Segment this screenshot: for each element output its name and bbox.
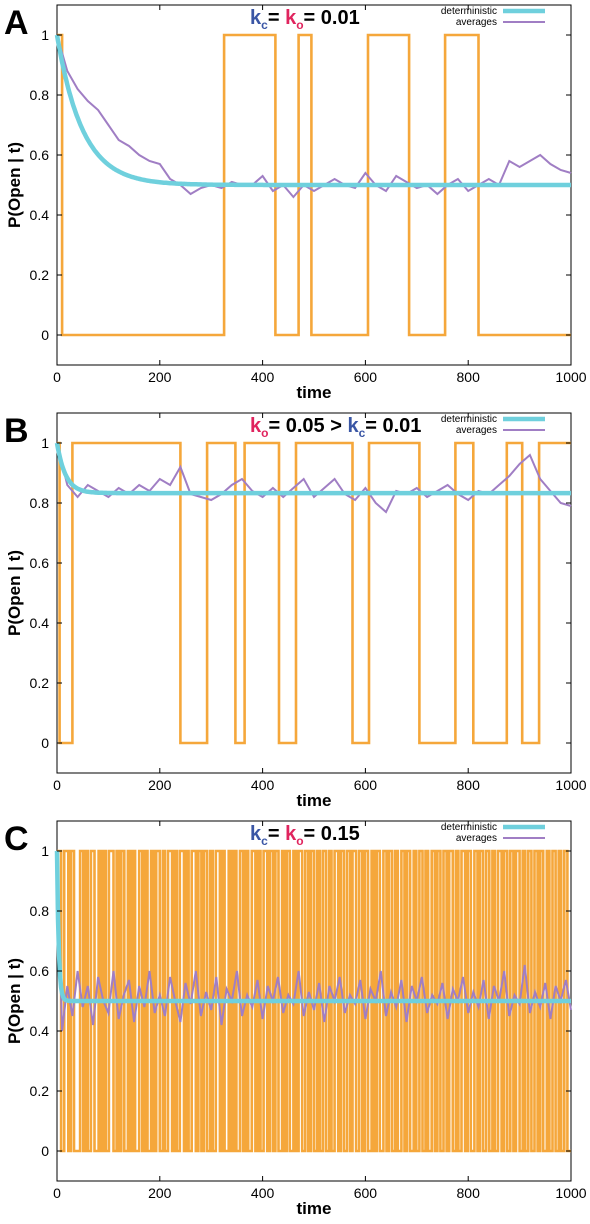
y-tick-label: 0.6: [30, 147, 50, 163]
x-axis-title: time: [297, 791, 332, 810]
panel-letter: B: [4, 412, 29, 450]
y-axis-title: P(Open | t): [5, 550, 24, 636]
title-part: c: [359, 426, 366, 440]
title-part: k: [250, 823, 262, 845]
x-tick-label: 800: [457, 777, 481, 793]
deterministic-line: [54, 34, 571, 188]
y-tick-label: 0.6: [30, 963, 50, 979]
x-tick-label: 600: [354, 369, 378, 385]
legend-label-deterministic: deterministic: [441, 414, 497, 425]
legend-label-averages: averages: [456, 425, 497, 436]
title-part: = 0.01: [304, 7, 360, 29]
y-tick-label: 1: [41, 435, 49, 451]
x-tick-label: 400: [251, 1185, 275, 1201]
legend-label-averages: averages: [456, 17, 497, 28]
y-tick-label: 0.8: [30, 495, 50, 511]
title-part: =: [268, 823, 285, 845]
x-tick-label: 800: [457, 369, 481, 385]
title-part: k: [250, 7, 262, 29]
legend-label-deterministic: deterministic: [441, 822, 497, 833]
chart-title: ko= 0.05 > kc= 0.01: [250, 415, 421, 440]
title-part: = 0.15: [304, 823, 360, 845]
x-axis-title: time: [297, 1199, 332, 1218]
chart-svg: A 0 200 400 600 800 1000 0 0.2 0.4 0.6 0.8 1 time P(Op…: [4, 4, 587, 402]
x-tick-label: 200: [148, 777, 172, 793]
title-part: k: [347, 415, 359, 437]
y-tick-label: 1: [41, 843, 49, 859]
title-part: = 0.05 >: [268, 415, 347, 437]
title-part: =: [268, 7, 285, 29]
title-part: o: [296, 834, 303, 848]
x-tick-label: 200: [148, 1185, 172, 1201]
legend-label-deterministic: deterministic: [441, 6, 497, 17]
x-tick-label: 1000: [555, 1185, 586, 1201]
x-tick-label: 1000: [555, 777, 586, 793]
y-tick-label: 0.2: [30, 675, 50, 691]
y-tick-label: 0.8: [30, 903, 50, 919]
x-tick-label: 0: [53, 777, 61, 793]
x-tick-label: 1000: [555, 369, 586, 385]
title-part: o: [296, 18, 303, 32]
averages-line: [56, 442, 572, 514]
chart-title: kc= ko= 0.01: [250, 7, 360, 32]
y-tick-label: 0: [41, 327, 49, 343]
title-part: k: [250, 415, 262, 437]
x-axis-title: time: [297, 383, 332, 402]
y-tick-label: 0.2: [30, 267, 50, 283]
y-tick-label: 0.6: [30, 555, 50, 571]
x-tick-label: 600: [354, 777, 378, 793]
x-tick-label: 800: [457, 1185, 481, 1201]
y-tick-label: 0.4: [30, 207, 50, 223]
y-tick-label: 0.4: [30, 615, 50, 631]
chart-panel-b: B 0 200 400 600 800 1000 0 0.2 0.4 0.6 0.8 1 time P(Op…: [0, 408, 590, 816]
y-tick-label: 0: [41, 1143, 49, 1159]
chart-panel-a: A 0 200 400 600 800 1000 0 0.2 0.4 0.6 0.8 1 time P(Op…: [0, 0, 590, 408]
chart-svg: B 0 200 400 600 800 1000 0 0.2 0.4 0.6 0.8 1 time P(Op…: [4, 412, 587, 810]
title-part: c: [261, 18, 268, 32]
x-tick-label: 600: [354, 1185, 378, 1201]
chart-svg: C 0 200 400 600 800 1000 0 0.2 0.4 0.6 0.8 1 time P(Op…: [4, 820, 587, 1218]
deterministic-line: [54, 850, 571, 1004]
y-axis-title: P(Open | t): [5, 958, 24, 1044]
x-tick-label: 0: [53, 369, 61, 385]
y-tick-label: 0.8: [30, 87, 50, 103]
title-part: o: [261, 426, 268, 440]
averages-line: [56, 34, 572, 199]
panel-letter: A: [4, 4, 29, 42]
title-part: k: [285, 7, 297, 29]
y-tick-label: 1: [41, 27, 49, 43]
title-part: c: [261, 834, 268, 848]
plot-frame: [56, 412, 572, 774]
trajectory-line: [57, 441, 571, 745]
x-tick-label: 400: [251, 777, 275, 793]
deterministic-line: [54, 442, 571, 496]
x-tick-label: 0: [53, 1185, 61, 1201]
title-part: = 0.01: [365, 415, 421, 437]
chart-panel-c: C 0 200 400 600 800 1000 0 0.2 0.4 0.6 0.8 1 time P(Op…: [0, 816, 590, 1224]
x-tick-label: 400: [251, 369, 275, 385]
y-axis-title: P(Open | t): [5, 142, 24, 228]
panel-letter: C: [4, 820, 29, 858]
title-part: k: [285, 823, 297, 845]
legend-label-averages: averages: [456, 833, 497, 844]
y-tick-label: 0.4: [30, 1023, 50, 1039]
y-tick-label: 0: [41, 735, 49, 751]
chart-title: kc= ko= 0.15: [250, 823, 360, 848]
x-tick-label: 200: [148, 369, 172, 385]
y-tick-label: 0.2: [30, 1083, 50, 1099]
